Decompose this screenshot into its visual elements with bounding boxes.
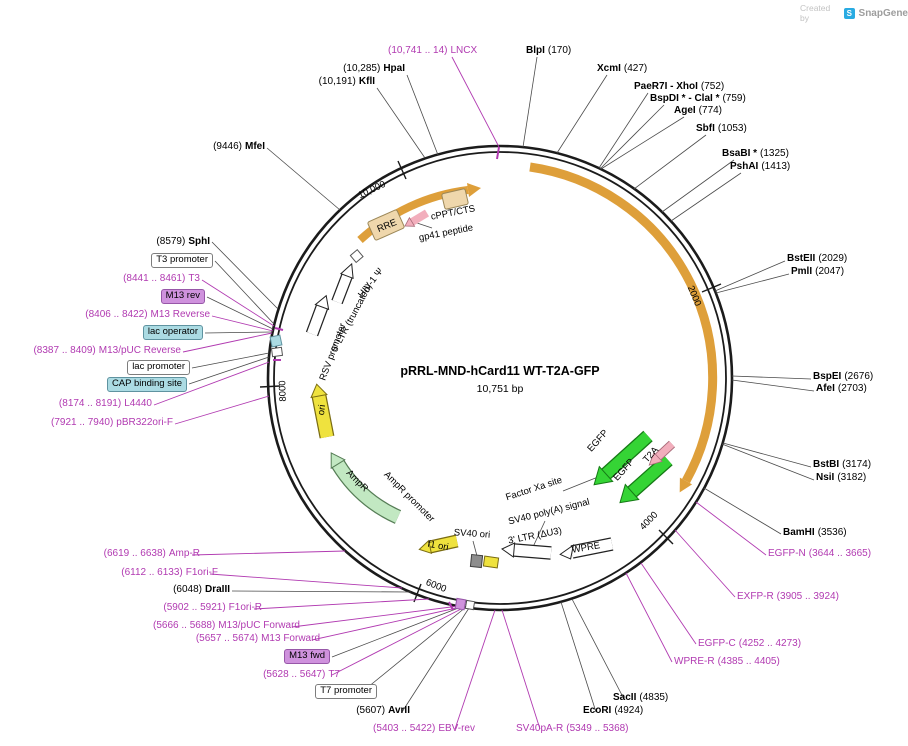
enzyme-label-avrii[interactable]: (5607) AvrII	[356, 705, 410, 716]
primer-label-m13-puc-reverse[interactable]: (8387 .. 8409) M13/pUC Reverse	[33, 345, 181, 356]
gp41-peptide-arrow[interactable]	[404, 209, 430, 227]
rsv-promoter-arrow[interactable]	[305, 294, 330, 337]
cds-arc-main[interactable]	[529, 162, 718, 493]
enzyme-label-sbfi[interactable]: SbfI (1053)	[696, 123, 747, 134]
label-box-m13-fwd[interactable]: M13 fwd	[284, 649, 330, 664]
enzyme-callout-lines	[188, 56, 815, 713]
label-box-t7-promoter[interactable]: T7 promoter	[315, 684, 377, 699]
primer-label-ebv-rev[interactable]: (5403 .. 5422) EBV-rev	[373, 723, 475, 734]
primer-label-wpre-r[interactable]: WPRE-R (4385 .. 4405)	[674, 656, 780, 667]
primer-label-egfp-n[interactable]: EGFP-N (3644 .. 3665)	[768, 548, 872, 559]
plasmid-title: pRRL-MND-hCard11 WT-T2A-GFP	[400, 364, 600, 378]
cppt-cts-feature-box[interactable]	[441, 188, 469, 210]
primer-label-t7[interactable]: (5628 .. 5647) T7	[263, 669, 340, 680]
enzyme-label-mfei[interactable]: (9446) MfeI	[213, 141, 265, 152]
primer-label-f1ori-r[interactable]: (5902 .. 5921) F1ori-R	[163, 602, 262, 613]
primer-label-m13-forward[interactable]: (5657 .. 5674) M13 Forward	[195, 633, 320, 644]
ltr3-arrow[interactable]	[501, 542, 552, 560]
label-box-lac-promoter[interactable]: lac promoter	[127, 360, 190, 375]
primer-label-amp-r[interactable]: (6619 .. 6638) Amp-R	[103, 548, 200, 559]
bp-tick-marks	[259, 160, 722, 603]
ori-arrow[interactable]	[310, 383, 335, 439]
egfp-arrow-2[interactable]	[619, 454, 673, 504]
m13-region-marks[interactable]	[454, 597, 476, 611]
enzyme-label-bsabi[interactable]: BsaBI * (1325)	[722, 148, 789, 159]
label-box-m13-rev[interactable]: M13 rev	[160, 289, 205, 304]
enzyme-label-xcmi[interactable]: XcmI (427)	[597, 63, 648, 74]
primer-label-m13-puc-forward[interactable]: (5666 .. 5688) M13/pUC Forward	[153, 620, 300, 631]
tick-label-8000: 8000	[277, 380, 289, 402]
primer-label-egfp-c[interactable]: EGFP-C (4252 .. 4273)	[698, 638, 802, 649]
enzyme-label-sacii[interactable]: SacII (4835)	[613, 692, 669, 703]
enzyme-label-blpi[interactable]: BlpI (170)	[526, 45, 572, 56]
primer-label-f1ori-f[interactable]: (6112 .. 6133) F1ori-F	[121, 567, 218, 578]
rre-feature-box[interactable]	[367, 209, 405, 241]
ltr5-arrow[interactable]	[331, 262, 354, 305]
label-box-cap-binding-site[interactable]: CAP binding site	[106, 377, 187, 392]
t2a-arrow[interactable]	[648, 440, 676, 466]
enzyme-label-agei[interactable]: AgeI (774)	[674, 105, 723, 116]
enzyme-label-draiii[interactable]: (6048) DraIII	[173, 584, 230, 595]
primer-label-pbr322ori-f[interactable]: (7921 .. 7940) pBR322ori-F	[51, 417, 173, 428]
enzyme-label-pshai[interactable]: PshAI (1413)	[730, 161, 791, 172]
sv40-ori-boxes[interactable]	[469, 553, 500, 569]
enzyme-label-bsteii[interactable]: BstEII (2029)	[787, 253, 848, 264]
primer-callout-lines	[153, 56, 767, 730]
enzyme-label-paer7i-xhoi[interactable]: PaeR7I - XhoI (752)	[634, 81, 725, 92]
primer-label-m13-reverse[interactable]: (8406 .. 8422) M13 Reverse	[85, 309, 210, 320]
primer-label-lncx[interactable]: (10,741 .. 14) LNCX	[388, 45, 478, 56]
enzyme-label-bamhi[interactable]: BamHI (3536)	[783, 527, 847, 538]
hiv1-psi-feature-box[interactable]	[349, 249, 364, 264]
lac-region-marks[interactable]	[269, 334, 284, 358]
enzyme-label-kfli[interactable]: (10,191) KflI	[318, 76, 375, 87]
enzyme-label-sphi[interactable]: (8579) SphI	[156, 236, 210, 247]
enzyme-label-bspdi-clai[interactable]: BspDI * - ClaI * (759)	[650, 93, 746, 104]
wpre-arrow[interactable]	[559, 537, 614, 560]
enzyme-label-afei[interactable]: AfeI (2703)	[816, 383, 867, 394]
feature-label-ori[interactable]: ori	[315, 404, 329, 416]
enzyme-label-hpai[interactable]: (10,285) HpaI	[343, 63, 405, 74]
label-box-lac-operator[interactable]: lac operator	[142, 325, 203, 340]
watermark-created-by: Created by	[800, 3, 831, 23]
enzyme-label-pmli[interactable]: PmlI (2047)	[791, 266, 845, 277]
enzyme-label-bspei[interactable]: BspEI (2676)	[813, 371, 874, 382]
label-box-t3-promoter[interactable]: T3 promoter	[151, 253, 213, 268]
watermark-brand: SnapGene	[858, 7, 908, 19]
backbone-rings	[266, 144, 734, 612]
snapgene-logo-icon: S	[843, 7, 855, 19]
f1-ori-arrow[interactable]	[418, 534, 459, 555]
plasmid-size: 10,751 bp	[476, 383, 524, 395]
enzyme-label-nsii[interactable]: NsiI (3182)	[816, 472, 867, 483]
snapgene-watermark: Created by S SnapGene	[800, 3, 908, 23]
primer-label-sv40pa-r[interactable]: SV40pA-R (5349 .. 5368)	[516, 723, 629, 734]
enzyme-label-ecori[interactable]: EcoRI (4924)	[583, 705, 644, 716]
ampr-arrow[interactable]	[330, 452, 402, 524]
primer-label-l4440[interactable]: (8174 .. 8191) L4440	[58, 398, 152, 409]
egfp-arrow-1[interactable]	[593, 430, 653, 486]
primer-label-t3[interactable]: (8441 .. 8461) T3	[123, 273, 200, 284]
primer-label-exfp-r[interactable]: EXFP-R (3905 .. 3924)	[737, 591, 839, 602]
enzyme-label-bstbi[interactable]: BstBI (3174)	[813, 459, 872, 470]
